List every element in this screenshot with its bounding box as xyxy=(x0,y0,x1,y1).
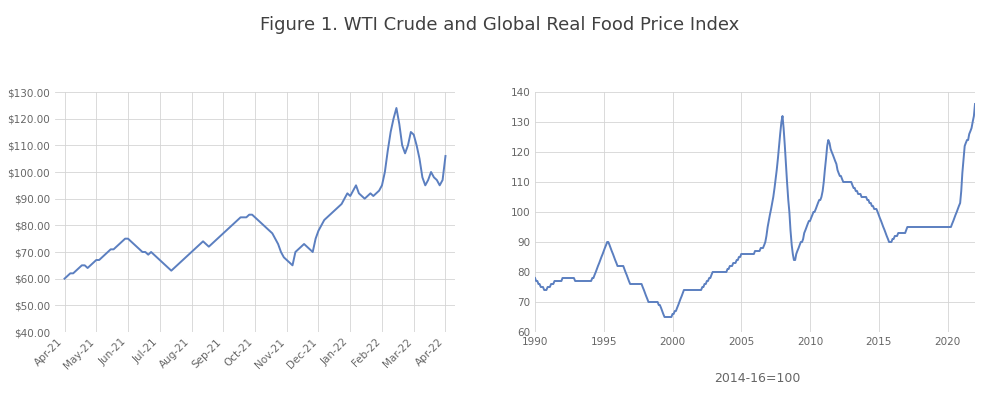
Text: Figure 1. WTI Crude and Global Real Food Price Index: Figure 1. WTI Crude and Global Real Food… xyxy=(260,16,740,34)
Text: 2014-16=100: 2014-16=100 xyxy=(714,372,800,384)
